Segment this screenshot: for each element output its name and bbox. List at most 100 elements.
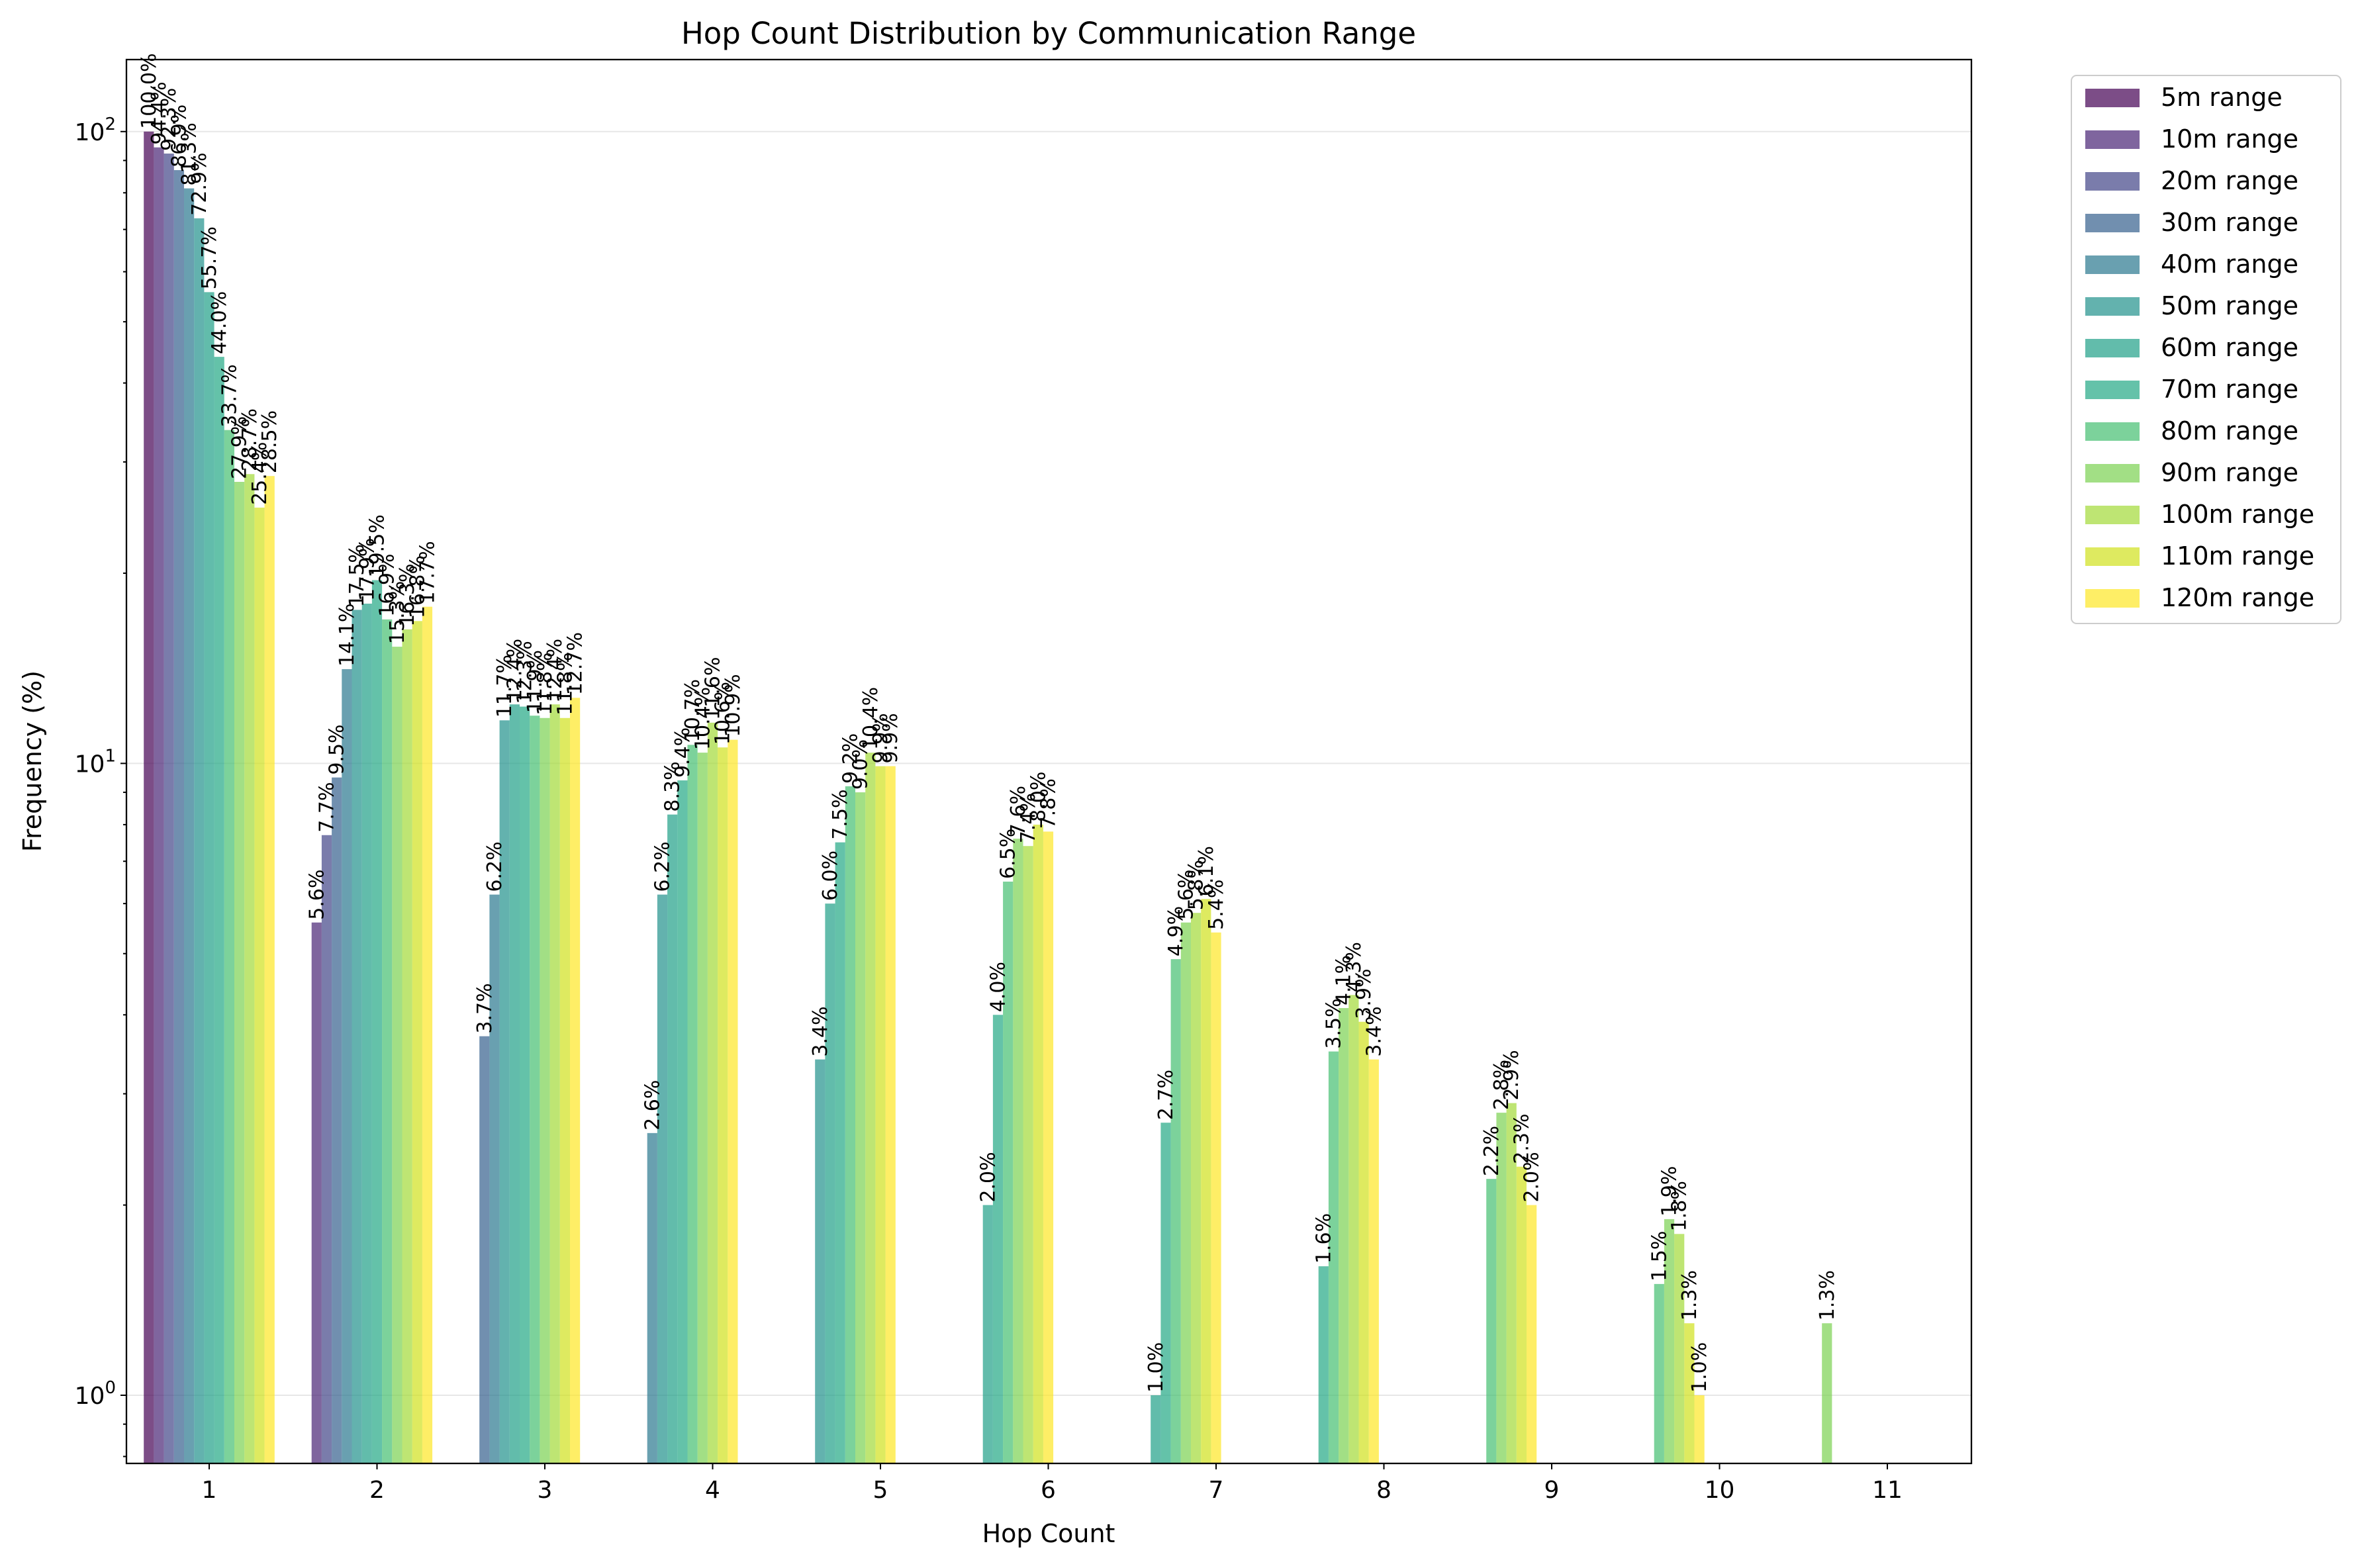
bar (677, 780, 688, 1463)
bar (412, 621, 422, 1464)
bar-value-label: 17.7% (416, 541, 440, 604)
bar (1160, 1123, 1171, 1463)
bar (422, 606, 433, 1463)
bar-value-label: 86.9% (167, 105, 191, 167)
bar-value-label: 1.0% (1145, 1342, 1168, 1393)
chart-title: Hop Count Distribution by Communication … (681, 16, 1416, 51)
bar (234, 482, 245, 1463)
bar (1191, 913, 1202, 1463)
bar (342, 669, 352, 1464)
bar-value-label: 28.7% (238, 408, 261, 471)
legend-entry: 80m range (2161, 416, 2298, 445)
bar (254, 507, 265, 1463)
bar-value-label: 16.8% (406, 555, 429, 618)
bar-value-label: 1.6% (1312, 1213, 1335, 1264)
legend-entry: 5m range (2161, 83, 2283, 112)
bar (1318, 1266, 1329, 1463)
bar (718, 747, 728, 1463)
bar-value-label: 7.5% (829, 789, 852, 839)
bar (570, 698, 581, 1463)
bar (264, 476, 275, 1463)
legend-swatch (2085, 381, 2140, 399)
x-tick-label: 7 (1209, 1477, 1224, 1504)
legend-swatch (2085, 547, 2140, 566)
bar (1201, 899, 1211, 1463)
bar-value-label: 1.3% (1816, 1270, 1839, 1320)
bar-value-label: 8.0% (1027, 772, 1050, 822)
legend-entry: 50m range (2161, 291, 2298, 320)
bar (1033, 824, 1043, 1463)
bar-value-label: 27.9% (228, 416, 252, 479)
legend-entry: 60m range (2161, 333, 2298, 362)
bar-value-label: 6.5% (997, 829, 1020, 879)
bar-value-label: 10.9% (722, 674, 745, 737)
bar-value-label: 2.2% (1480, 1126, 1503, 1176)
bar (361, 604, 372, 1463)
y-tick-label-exponent: 1 (105, 746, 116, 766)
bar (1180, 922, 1191, 1463)
bar (885, 766, 896, 1463)
legend-swatch (2085, 172, 2140, 191)
x-tick-label: 1 (202, 1477, 217, 1504)
legend-entry: 90m range (2161, 458, 2298, 487)
bar-value-label: 9.5% (326, 724, 349, 774)
legend-swatch (2085, 339, 2140, 357)
bar-value-label: 100.0% (138, 53, 161, 128)
bar-value-label: 11.8% (534, 652, 557, 715)
bar (992, 1015, 1004, 1463)
bar (1328, 1051, 1339, 1463)
bar (214, 357, 224, 1464)
bar (667, 814, 678, 1463)
x-tick-label: 11 (1872, 1477, 1903, 1504)
bar-value-label: 6.2% (483, 841, 506, 892)
bar-value-label: 1.0% (1688, 1342, 1711, 1393)
bar (1151, 1395, 1161, 1463)
bar-value-label: 7.6% (1007, 786, 1030, 836)
x-axis-ticks: 1 2 3 4 5 6 7 8 9 10 11 (202, 1463, 1903, 1504)
bar-value-label: 44.0% (208, 291, 231, 354)
bar-value-label: 7.4% (1017, 793, 1040, 843)
x-tick-label: 3 (538, 1477, 553, 1504)
bar-value-label: 28.5% (258, 410, 281, 473)
bar (402, 629, 412, 1463)
bar-value-label: 2.9% (1500, 1050, 1523, 1100)
bar-value-label: 10.4% (859, 687, 882, 750)
x-tick-label: 2 (369, 1477, 385, 1504)
bar (204, 292, 214, 1463)
bar (835, 842, 845, 1463)
legend-entry: 20m range (2161, 166, 2298, 195)
bar (815, 1059, 826, 1463)
bar-value-label: 11.6% (702, 657, 725, 720)
y-axis-label: Frequency (%) (18, 670, 47, 852)
bar (982, 1205, 993, 1463)
bar-value-label: 4.9% (1164, 906, 1188, 956)
bar (224, 430, 234, 1463)
x-tick-label: 6 (1041, 1477, 1056, 1504)
bar-value-label: 12.4% (543, 639, 567, 702)
bar-value-label: 12.4% (503, 639, 526, 702)
bar (392, 647, 402, 1463)
bar (311, 922, 322, 1463)
bar-value-label: 10.4% (691, 687, 714, 750)
x-tick-label: 4 (705, 1477, 720, 1504)
bar-value-label: 33.7% (218, 364, 241, 427)
bar (1003, 881, 1014, 1463)
bar-value-label: 81.3% (178, 122, 201, 185)
bar (540, 717, 550, 1463)
bar (1684, 1323, 1695, 1463)
legend-entry: 100m range (2161, 500, 2314, 529)
bar (1496, 1113, 1507, 1463)
bar-value-label: 1.9% (1658, 1166, 1681, 1217)
bar (1368, 1059, 1379, 1463)
bar (707, 722, 718, 1463)
bar-value-label: 17.5% (346, 544, 369, 607)
bar-value-label: 3.7% (473, 983, 496, 1033)
legend-swatch (2085, 89, 2140, 107)
bar-value-label: 9.0% (849, 739, 873, 790)
bar-value-label: 14.1% (336, 604, 359, 667)
legend-frame (2071, 75, 2341, 624)
legend-swatch (2085, 297, 2140, 316)
bar (530, 715, 540, 1463)
